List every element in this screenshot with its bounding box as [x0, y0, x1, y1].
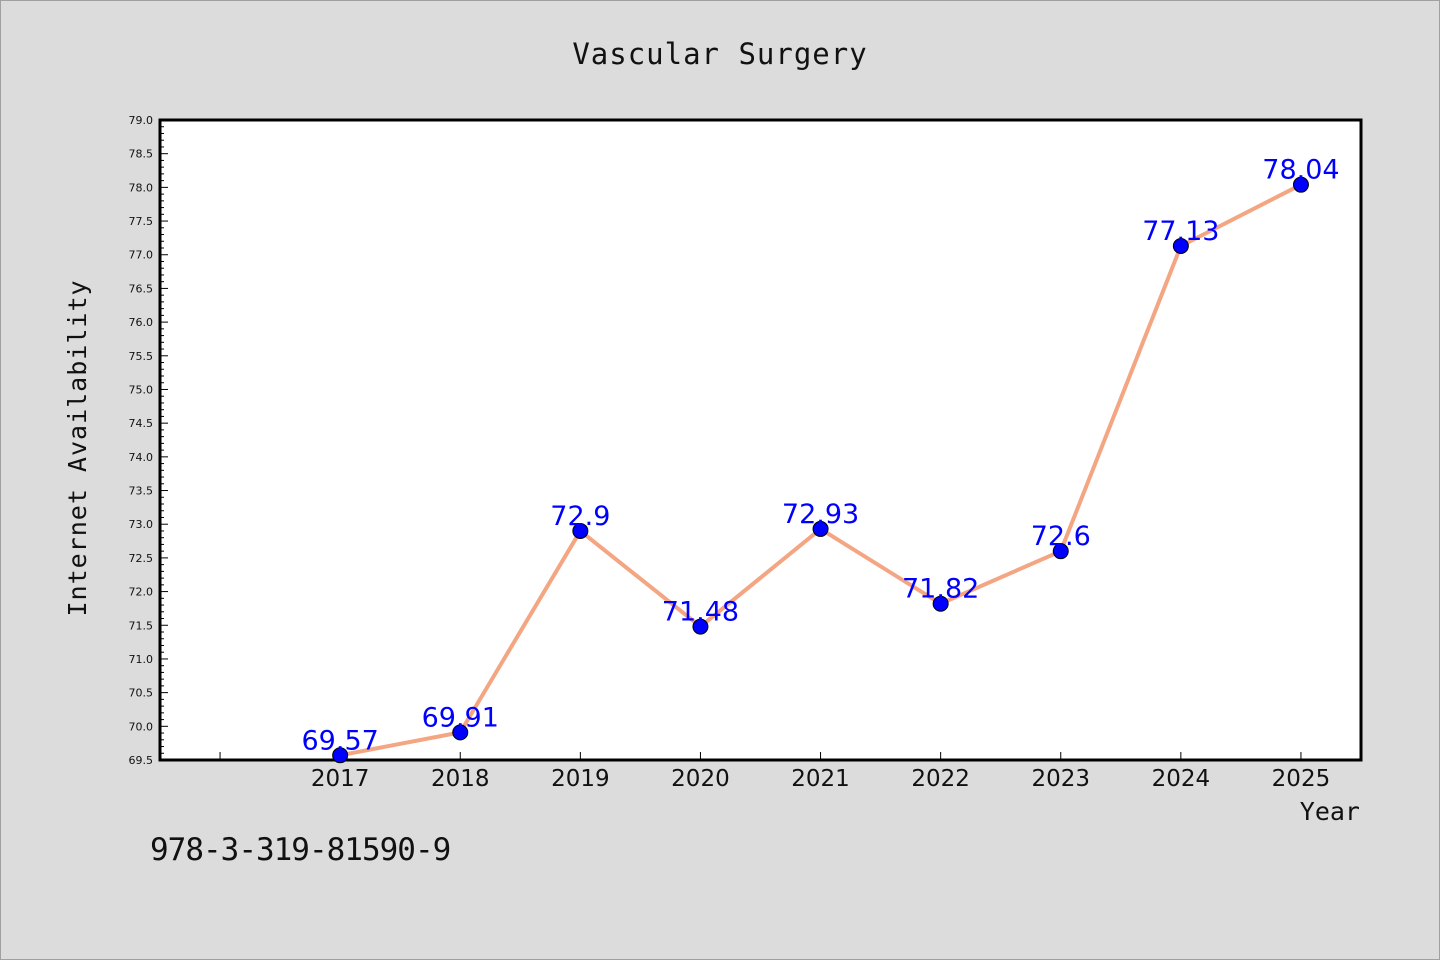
y-tick-label: 76.0 — [129, 316, 154, 329]
chart-title: Vascular Surgery — [572, 37, 867, 71]
y-tick-label: 70.0 — [129, 720, 154, 733]
data-point — [1052, 543, 1069, 560]
x-tick-label: 2018 — [431, 766, 490, 792]
y-tick-label: 76.5 — [129, 282, 154, 295]
y-tick-label: 73.0 — [129, 518, 154, 531]
y-tick-label: 78.5 — [129, 148, 154, 161]
y-tick-label: 77.5 — [129, 215, 154, 228]
x-tick-label: 2020 — [671, 766, 730, 792]
data-label: 71.48 — [662, 597, 739, 628]
data-point — [332, 747, 349, 764]
y-tick-label: 70.5 — [129, 687, 154, 700]
data-point — [572, 522, 589, 539]
y-axis: 69.5 70.0 70.5 71.0 71.5 72.0 72.5 73.0 73.5 74.0… — [129, 114, 168, 767]
y-tick-label: 74.5 — [129, 417, 154, 430]
y-tick-label: 77.0 — [129, 249, 154, 262]
y-tick-label: 75.5 — [129, 350, 154, 363]
x-tick-label: 2025 — [1272, 766, 1331, 792]
x-axis: 2017 2018 2019 2020 2021 2022 2023 2024 2025 — [219, 752, 1331, 792]
data-point — [812, 520, 829, 537]
y-tick-label: 71.5 — [129, 619, 154, 632]
y-tick-label: 74.0 — [129, 451, 154, 464]
data-label: 69.91 — [422, 702, 499, 733]
series-layer: 69.57 69.91 72.9 71.48 72.93 71.82 72.6 77.13 78… — [302, 155, 1340, 764]
data-label: 69.57 — [302, 725, 379, 756]
plot-area — [158, 118, 1363, 762]
data-point — [452, 724, 469, 741]
data-label: 72.6 — [1031, 521, 1091, 552]
y-tick-label: 73.5 — [129, 485, 154, 498]
x-tick-label: 2024 — [1152, 766, 1211, 792]
data-point — [1172, 237, 1189, 254]
x-axis-label: Year — [1300, 797, 1360, 826]
data-label: 77.13 — [1142, 216, 1219, 247]
x-tick-label: 2017 — [311, 766, 370, 792]
data-point — [932, 595, 949, 612]
data-point — [692, 618, 709, 635]
x-tick-label: 2023 — [1031, 766, 1090, 792]
x-tick-label: 2022 — [911, 766, 970, 792]
y-tick-label: 78.0 — [129, 181, 154, 194]
x-tick-label: 2019 — [551, 766, 610, 792]
data-label: 71.82 — [902, 574, 979, 605]
data-label: 78.04 — [1262, 155, 1339, 186]
x-tick-label: 2021 — [791, 766, 850, 792]
data-point — [1292, 176, 1309, 193]
data-label: 72.9 — [550, 501, 610, 532]
y-tick-label: 75.0 — [129, 383, 154, 396]
y-tick-label: 69.5 — [129, 754, 154, 767]
y-tick-label: 72.5 — [129, 552, 154, 565]
y-tick-label: 71.0 — [129, 653, 154, 666]
y-tick-label: 72.0 — [129, 586, 154, 599]
y-tick-label: 79.0 — [129, 114, 154, 127]
data-label: 72.93 — [782, 499, 859, 530]
y-axis-label: Internet Availability — [63, 279, 92, 616]
footer-code: 978-3-319-81590-9 — [150, 832, 451, 868]
